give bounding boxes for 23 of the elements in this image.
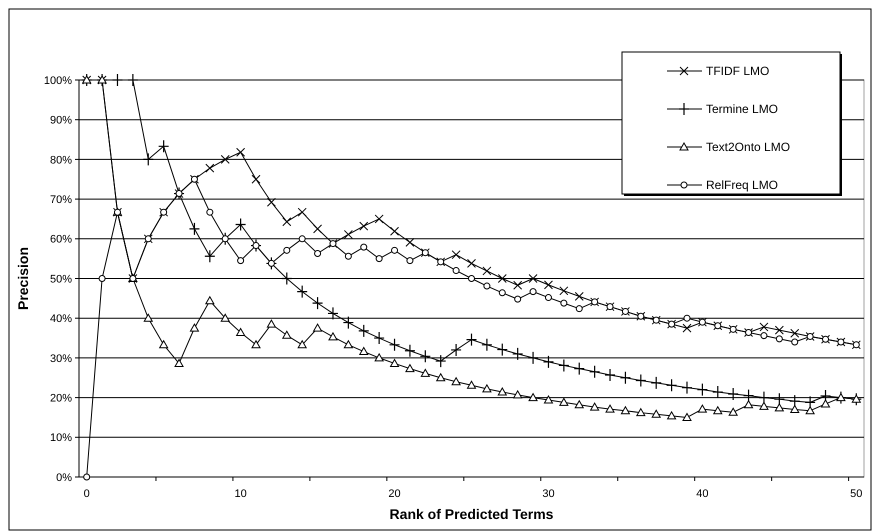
y-tick-label: 30% (50, 352, 72, 365)
y-tick-label: 50% (50, 273, 72, 286)
y-axis-title: Precision (15, 246, 31, 310)
x-tick-label: 40 (696, 488, 709, 500)
y-tick-label: 10% (50, 432, 72, 444)
y-tick-label: 40% (50, 313, 72, 326)
x-tick-label: 30 (542, 488, 555, 500)
y-tick-label: 90% (50, 114, 72, 127)
legend-label: Text2Onto LMO (706, 140, 790, 154)
y-tick-label: 20% (50, 392, 72, 404)
legend-label: RelFreq LMO (706, 178, 778, 192)
x-tick-label: 0 (84, 488, 90, 500)
x-axis-title: Rank of Predicted Terms (390, 506, 554, 522)
y-tick-label: 60% (50, 234, 72, 246)
legend-label: Termine LMO (706, 102, 778, 116)
x-tick-label: 10 (234, 488, 247, 500)
legend-label: TFIDF LMO (706, 64, 770, 78)
y-tick-label: 0% (56, 472, 72, 484)
x-tick-label: 50 (850, 488, 862, 500)
y-tick-label: 70% (50, 194, 72, 206)
y-tick-label: 100% (44, 74, 72, 87)
y-tick-label: 80% (50, 154, 72, 166)
x-tick-label: 20 (388, 488, 401, 500)
